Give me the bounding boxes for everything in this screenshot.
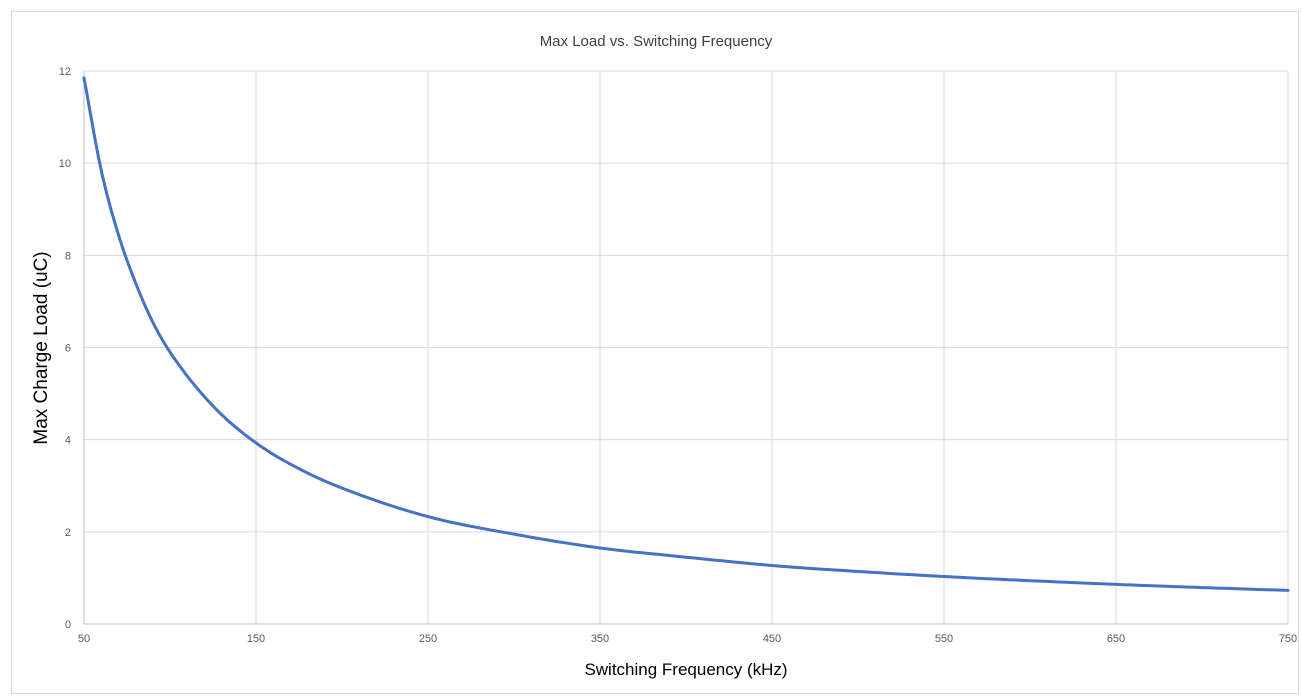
- y-tick-label: 4: [65, 435, 71, 447]
- y-tick-label: 0: [65, 619, 71, 631]
- x-tick-label: 550: [935, 633, 953, 645]
- tick-labels: 0 2 4 6 8 10 12 50 150 250 350 450 550 650 750: [59, 66, 1297, 645]
- x-tick-label: 150: [247, 633, 265, 645]
- x-axis-title: Switching Frequency (kHz): [584, 660, 787, 679]
- y-axis-title: Max Charge Load (uC): [31, 251, 52, 444]
- x-tick-label: 350: [591, 633, 609, 645]
- gridlines: [84, 70, 1289, 624]
- chart-frame: [11, 11, 1299, 694]
- x-tick-label: 50: [78, 633, 90, 645]
- series-line-0: [82, 76, 1290, 592]
- y-tick-label: 12: [59, 66, 71, 78]
- y-tick-label: 6: [65, 343, 71, 355]
- y-tick-label: 2: [65, 527, 71, 539]
- y-tick-label: 10: [59, 158, 71, 170]
- x-tick-label: 650: [1107, 633, 1125, 645]
- x-tick-label: 250: [419, 633, 437, 645]
- y-tick-label: 8: [65, 250, 71, 262]
- axes: [83, 71, 1288, 625]
- chart-title: Max Load vs. Switching Frequency: [540, 33, 773, 50]
- x-tick-label: 450: [763, 633, 781, 645]
- series-layer: [82, 76, 1290, 592]
- x-tick-label: 750: [1279, 633, 1297, 645]
